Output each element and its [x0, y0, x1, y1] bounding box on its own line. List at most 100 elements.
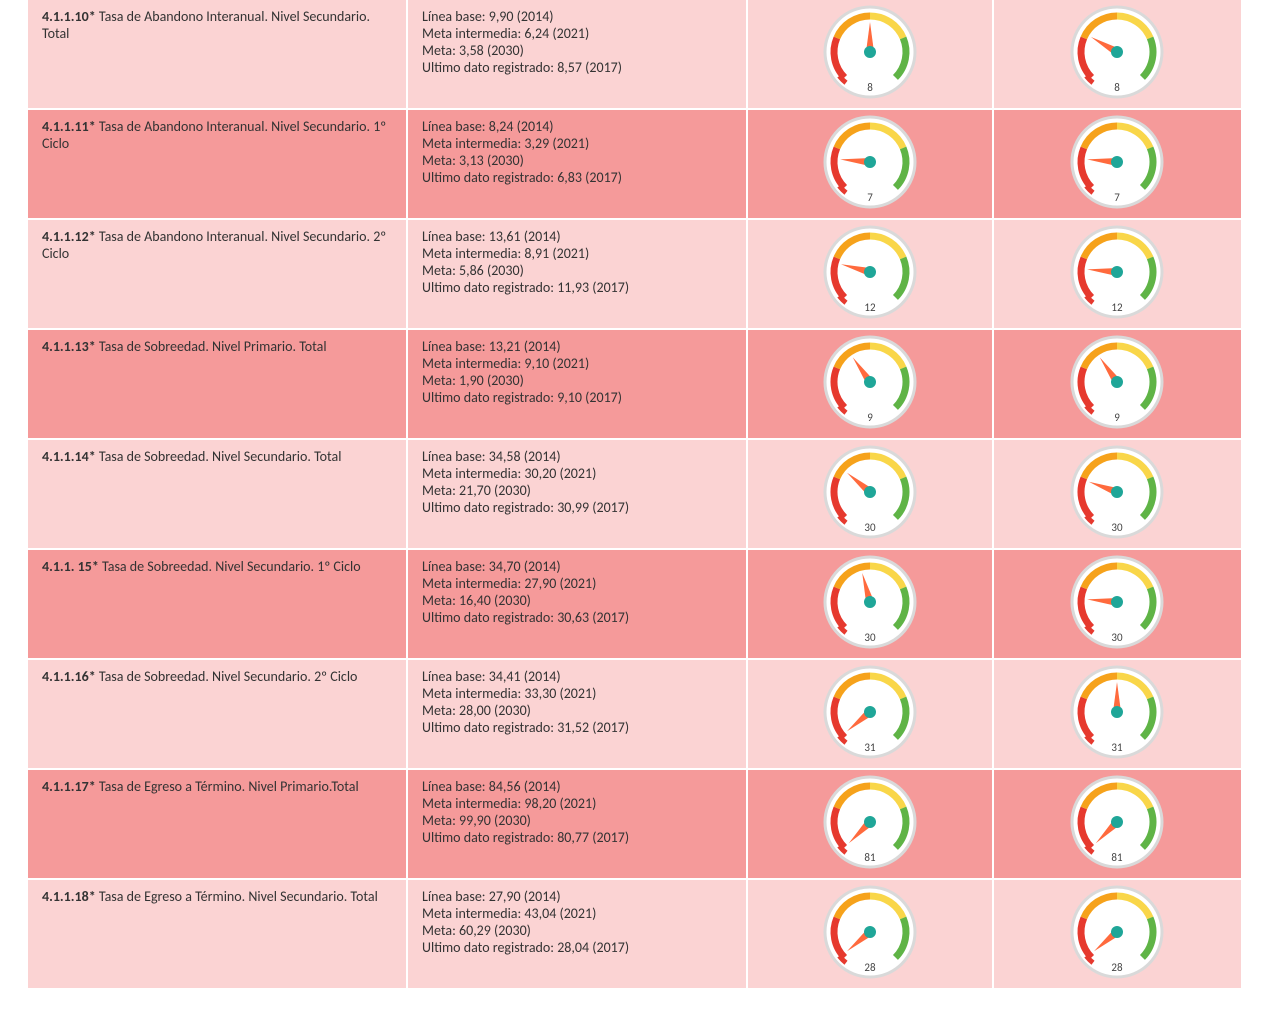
- indicator-name-cell: 4.1.1.14* Tasa de Sobreedad. Nivel Secun…: [28, 440, 408, 548]
- gauge-cell-1: 7: [748, 110, 994, 218]
- gauge-cell-1: 31: [748, 660, 994, 768]
- indicator-name-cell: 4.1.1.12* Tasa de Abandono Interanual. N…: [28, 220, 408, 328]
- gauge-cell-2: 30: [994, 550, 1240, 658]
- indicator-data-cell: Línea base: 34,58 (2014) Meta intermedia…: [408, 440, 748, 548]
- gauge: 81: [822, 774, 918, 870]
- indicator-name-cell: 4.1.1.18* Tasa de Egreso a Término. Nive…: [28, 880, 408, 988]
- meta-intermedia: Meta intermedia: 27,90 (2021): [422, 575, 732, 592]
- indicator-code: 4.1.1.12*: [42, 228, 96, 245]
- indicator-code: 4.1.1.10*: [42, 8, 96, 25]
- indicator-name-cell: 4.1.1.16* Tasa de Sobreedad. Nivel Secun…: [28, 660, 408, 768]
- indicator-code: 4.1.1.17*: [42, 778, 96, 795]
- table-row: 4.1.1.12* Tasa de Abandono Interanual. N…: [28, 220, 1241, 330]
- indicator-name-cell: 4.1.1.17* Tasa de Egreso a Término. Nive…: [28, 770, 408, 878]
- gauge-cell-1: 28: [748, 880, 994, 988]
- meta-intermedia: Meta intermedia: 6,24 (2021): [422, 25, 732, 42]
- meta-intermedia: Meta intermedia: 8,91 (2021): [422, 245, 732, 262]
- gauge: 7: [822, 114, 918, 210]
- ultimo-dato: Ultimo dato registrado: 11,93 (2017): [422, 279, 732, 296]
- gauge: 7: [1069, 114, 1165, 210]
- indicator-title: Tasa de Sobreedad. Nivel Secundario. Tot…: [99, 448, 342, 465]
- gauge: 30: [1069, 444, 1165, 540]
- ultimo-dato: Ultimo dato registrado: 31,52 (2017): [422, 719, 732, 736]
- gauge-cell-1: 81: [748, 770, 994, 878]
- gauge-value: 12: [822, 301, 918, 314]
- gauge: 30: [822, 554, 918, 650]
- gauge-value: 31: [1069, 741, 1165, 754]
- ultimo-dato: Ultimo dato registrado: 6,83 (2017): [422, 169, 732, 186]
- gauge-value: 30: [822, 631, 918, 644]
- meta-intermedia: Meta intermedia: 43,04 (2021): [422, 905, 732, 922]
- gauge-value: 28: [822, 961, 918, 974]
- table-row: 4.1.1.16* Tasa de Sobreedad. Nivel Secun…: [28, 660, 1241, 770]
- gauge-value: 30: [822, 521, 918, 534]
- linea-base: Línea base: 34,58 (2014): [422, 448, 732, 465]
- indicator-code: 4.1.1.14*: [42, 448, 96, 465]
- gauge-cell-1: 30: [748, 550, 994, 658]
- gauge-cell-2: 28: [994, 880, 1240, 988]
- linea-base: Línea base: 84,56 (2014): [422, 778, 732, 795]
- gauge: 9: [822, 334, 918, 430]
- table-row: 4.1.1.10* Tasa de Abandono Interanual. N…: [28, 0, 1241, 110]
- gauge-value: 7: [822, 191, 918, 204]
- gauge-value: 9: [1069, 411, 1165, 424]
- gauge-value: 31: [822, 741, 918, 754]
- ultimo-dato: Ultimo dato registrado: 30,99 (2017): [422, 499, 732, 516]
- gauge-value: 7: [1069, 191, 1165, 204]
- gauge-value: 28: [1069, 961, 1165, 974]
- gauge-value: 8: [1069, 81, 1165, 94]
- gauge-cell-2: 7: [994, 110, 1240, 218]
- linea-base: Línea base: 9,90 (2014): [422, 8, 732, 25]
- table-row: 4.1.1. 15* Tasa de Sobreedad. Nivel Secu…: [28, 550, 1241, 660]
- indicator-title: Tasa de Egreso a Término. Nivel Primario…: [99, 778, 359, 795]
- meta: Meta: 99,90 (2030): [422, 812, 732, 829]
- meta-intermedia: Meta intermedia: 98,20 (2021): [422, 795, 732, 812]
- gauge-value: 8: [822, 81, 918, 94]
- gauge-value: 30: [1069, 631, 1165, 644]
- gauge-cell-2: 12: [994, 220, 1240, 328]
- linea-base: Línea base: 13,61 (2014): [422, 228, 732, 245]
- indicator-title: Tasa de Egreso a Término. Nivel Secundar…: [99, 888, 378, 905]
- meta-intermedia: Meta intermedia: 9,10 (2021): [422, 355, 732, 372]
- linea-base: Línea base: 34,70 (2014): [422, 558, 732, 575]
- table-row: 4.1.1.14* Tasa de Sobreedad. Nivel Secun…: [28, 440, 1241, 550]
- linea-base: Línea base: 34,41 (2014): [422, 668, 732, 685]
- meta: Meta: 5,86 (2030): [422, 262, 732, 279]
- gauge: 30: [1069, 554, 1165, 650]
- indicator-name-cell: 4.1.1. 15* Tasa de Sobreedad. Nivel Secu…: [28, 550, 408, 658]
- table-row: 4.1.1.11* Tasa de Abandono Interanual. N…: [28, 110, 1241, 220]
- gauge-cell-1: 12: [748, 220, 994, 328]
- table-row: 4.1.1.17* Tasa de Egreso a Término. Nive…: [28, 770, 1241, 880]
- gauge-value: 81: [822, 851, 918, 864]
- meta: Meta: 21,70 (2030): [422, 482, 732, 499]
- indicator-data-cell: Línea base: 84,56 (2014) Meta intermedia…: [408, 770, 748, 878]
- meta: Meta: 16,40 (2030): [422, 592, 732, 609]
- meta-intermedia: Meta intermedia: 30,20 (2021): [422, 465, 732, 482]
- gauge: 30: [822, 444, 918, 540]
- gauge-cell-2: 81: [994, 770, 1240, 878]
- meta: Meta: 3,58 (2030): [422, 42, 732, 59]
- indicator-title: Tasa de Sobreedad. Nivel Primario. Total: [99, 338, 327, 355]
- indicator-data-cell: Línea base: 27,90 (2014) Meta intermedia…: [408, 880, 748, 988]
- gauge-cell-1: 30: [748, 440, 994, 548]
- linea-base: Línea base: 27,90 (2014): [422, 888, 732, 905]
- gauge: 8: [1069, 4, 1165, 100]
- linea-base: Línea base: 8,24 (2014): [422, 118, 732, 135]
- gauge-value: 12: [1069, 301, 1165, 314]
- linea-base: Línea base: 13,21 (2014): [422, 338, 732, 355]
- ultimo-dato: Ultimo dato registrado: 28,04 (2017): [422, 939, 732, 956]
- gauge-value: 81: [1069, 851, 1165, 864]
- indicator-name-cell: 4.1.1.13* Tasa de Sobreedad. Nivel Prima…: [28, 330, 408, 438]
- gauge-cell-2: 31: [994, 660, 1240, 768]
- gauge: 12: [1069, 224, 1165, 320]
- meta-intermedia: Meta intermedia: 33,30 (2021): [422, 685, 732, 702]
- gauge: 9: [1069, 334, 1165, 430]
- meta: Meta: 28,00 (2030): [422, 702, 732, 719]
- gauge: 31: [1069, 664, 1165, 760]
- gauge-cell-2: 8: [994, 0, 1240, 108]
- gauge: 81: [1069, 774, 1165, 870]
- indicator-code: 4.1.1. 15*: [42, 558, 99, 575]
- ultimo-dato: Ultimo dato registrado: 8,57 (2017): [422, 59, 732, 76]
- indicators-table: 4.1.1.10* Tasa de Abandono Interanual. N…: [28, 0, 1241, 990]
- indicator-data-cell: Línea base: 34,41 (2014) Meta intermedia…: [408, 660, 748, 768]
